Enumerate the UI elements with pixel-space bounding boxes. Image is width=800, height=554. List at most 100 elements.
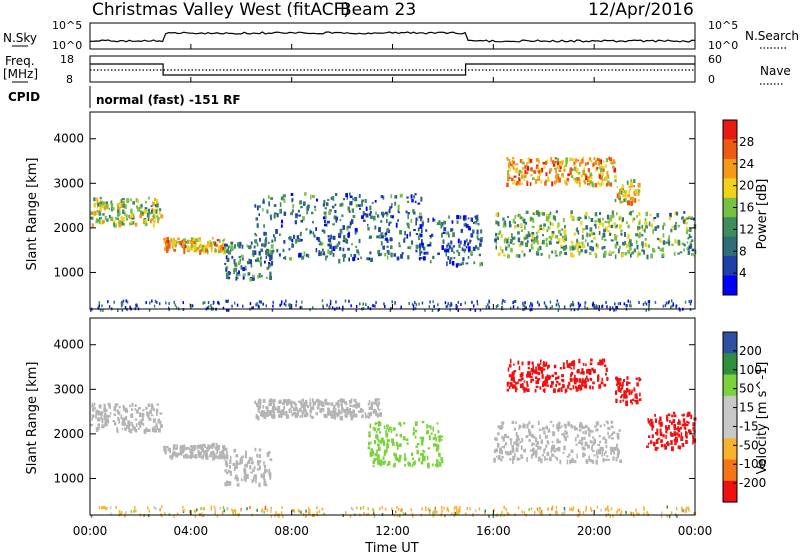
velocity-point	[165, 446, 169, 449]
velocity-point	[255, 402, 259, 407]
power-point	[365, 206, 368, 211]
power-point	[693, 254, 696, 258]
velocity-point	[577, 369, 580, 374]
power-point	[510, 163, 513, 166]
velocity-point	[406, 442, 409, 445]
power-point	[563, 229, 567, 235]
power-point	[668, 241, 671, 246]
power-point	[662, 233, 665, 238]
power-point	[148, 196, 150, 200]
velocity-point	[172, 444, 176, 449]
power-noise-point	[437, 303, 439, 307]
velocity-noise-point	[454, 505, 456, 509]
power-point	[227, 271, 230, 276]
velocity-point	[403, 422, 406, 425]
velocity-point	[370, 448, 374, 453]
power-point	[561, 173, 564, 177]
power-point	[299, 200, 302, 205]
time-tick-label: 08:00	[274, 524, 309, 538]
power-point	[445, 231, 448, 235]
power-point	[623, 198, 626, 202]
power-point	[102, 221, 105, 224]
power-point	[674, 211, 677, 215]
power-point	[477, 222, 480, 226]
power-noise-point	[362, 302, 364, 306]
power-point	[548, 236, 552, 239]
power-point	[689, 244, 693, 249]
velocity-point	[189, 454, 193, 459]
velocity-point	[282, 401, 285, 405]
velocity-point	[509, 450, 512, 455]
velocity-point	[520, 454, 523, 457]
power-point	[556, 175, 560, 180]
velocity-point	[268, 451, 271, 455]
velocity-point	[359, 408, 363, 413]
power-point	[121, 217, 125, 221]
power-point	[636, 244, 639, 250]
power-noise-point	[341, 308, 344, 312]
velocity-point	[205, 446, 209, 450]
power-point	[566, 177, 570, 182]
velocity-point	[304, 409, 307, 413]
power-point	[561, 228, 564, 231]
velocity-point	[672, 419, 676, 423]
velocity-point	[124, 422, 126, 426]
power-point	[403, 238, 406, 243]
power-point	[429, 235, 432, 238]
velocity-noise-point	[256, 508, 258, 512]
velocity-point	[616, 447, 619, 452]
power-point	[386, 218, 388, 223]
velocity-noise-point	[625, 510, 627, 514]
power-point	[627, 234, 630, 239]
power-point	[306, 206, 309, 211]
power-point	[498, 230, 502, 234]
power-point	[291, 244, 295, 248]
power-point	[591, 181, 594, 186]
velocity-point	[535, 385, 539, 389]
velocity-point	[613, 451, 616, 455]
velocity-point	[296, 415, 299, 418]
velocity-point	[609, 446, 613, 451]
power-point	[214, 248, 217, 252]
power-point	[583, 167, 586, 172]
velocity-point	[601, 451, 604, 457]
velocity-point	[251, 460, 254, 464]
velocity-point	[230, 471, 232, 476]
power-noise-point	[129, 305, 131, 309]
power-point	[601, 175, 603, 180]
power-point	[604, 238, 607, 242]
power-point	[573, 167, 577, 172]
velocity-point	[528, 421, 531, 425]
velocity-noise-point	[484, 511, 486, 515]
power-point	[661, 247, 665, 252]
velocity-point	[582, 446, 585, 451]
power-point	[495, 220, 498, 225]
power-point	[348, 225, 351, 229]
time-tick-label: 04:00	[174, 524, 209, 538]
velocity-point	[269, 475, 272, 480]
velocity-point	[622, 399, 625, 402]
power-noise-point	[513, 300, 515, 304]
power-point	[386, 239, 389, 243]
power-point	[153, 214, 155, 219]
power-point	[645, 221, 648, 226]
velocity-noise-point	[555, 505, 558, 509]
power-point	[683, 243, 686, 247]
velocity-point	[623, 378, 626, 382]
power-point	[99, 196, 102, 200]
velocity-point	[589, 440, 593, 444]
power-noise-point	[512, 305, 515, 309]
power-point	[594, 212, 598, 217]
velocity-point	[364, 414, 368, 419]
velocity-point	[579, 379, 582, 383]
velocity-point	[500, 425, 504, 429]
power-point	[352, 257, 356, 262]
power-point	[140, 210, 143, 215]
power-point	[564, 234, 567, 239]
power-point	[289, 257, 292, 261]
velocity-point	[135, 409, 139, 414]
velocity-point	[263, 415, 267, 419]
power-point	[136, 205, 138, 209]
velocity-point	[582, 371, 585, 375]
power-noise-point	[225, 299, 227, 303]
